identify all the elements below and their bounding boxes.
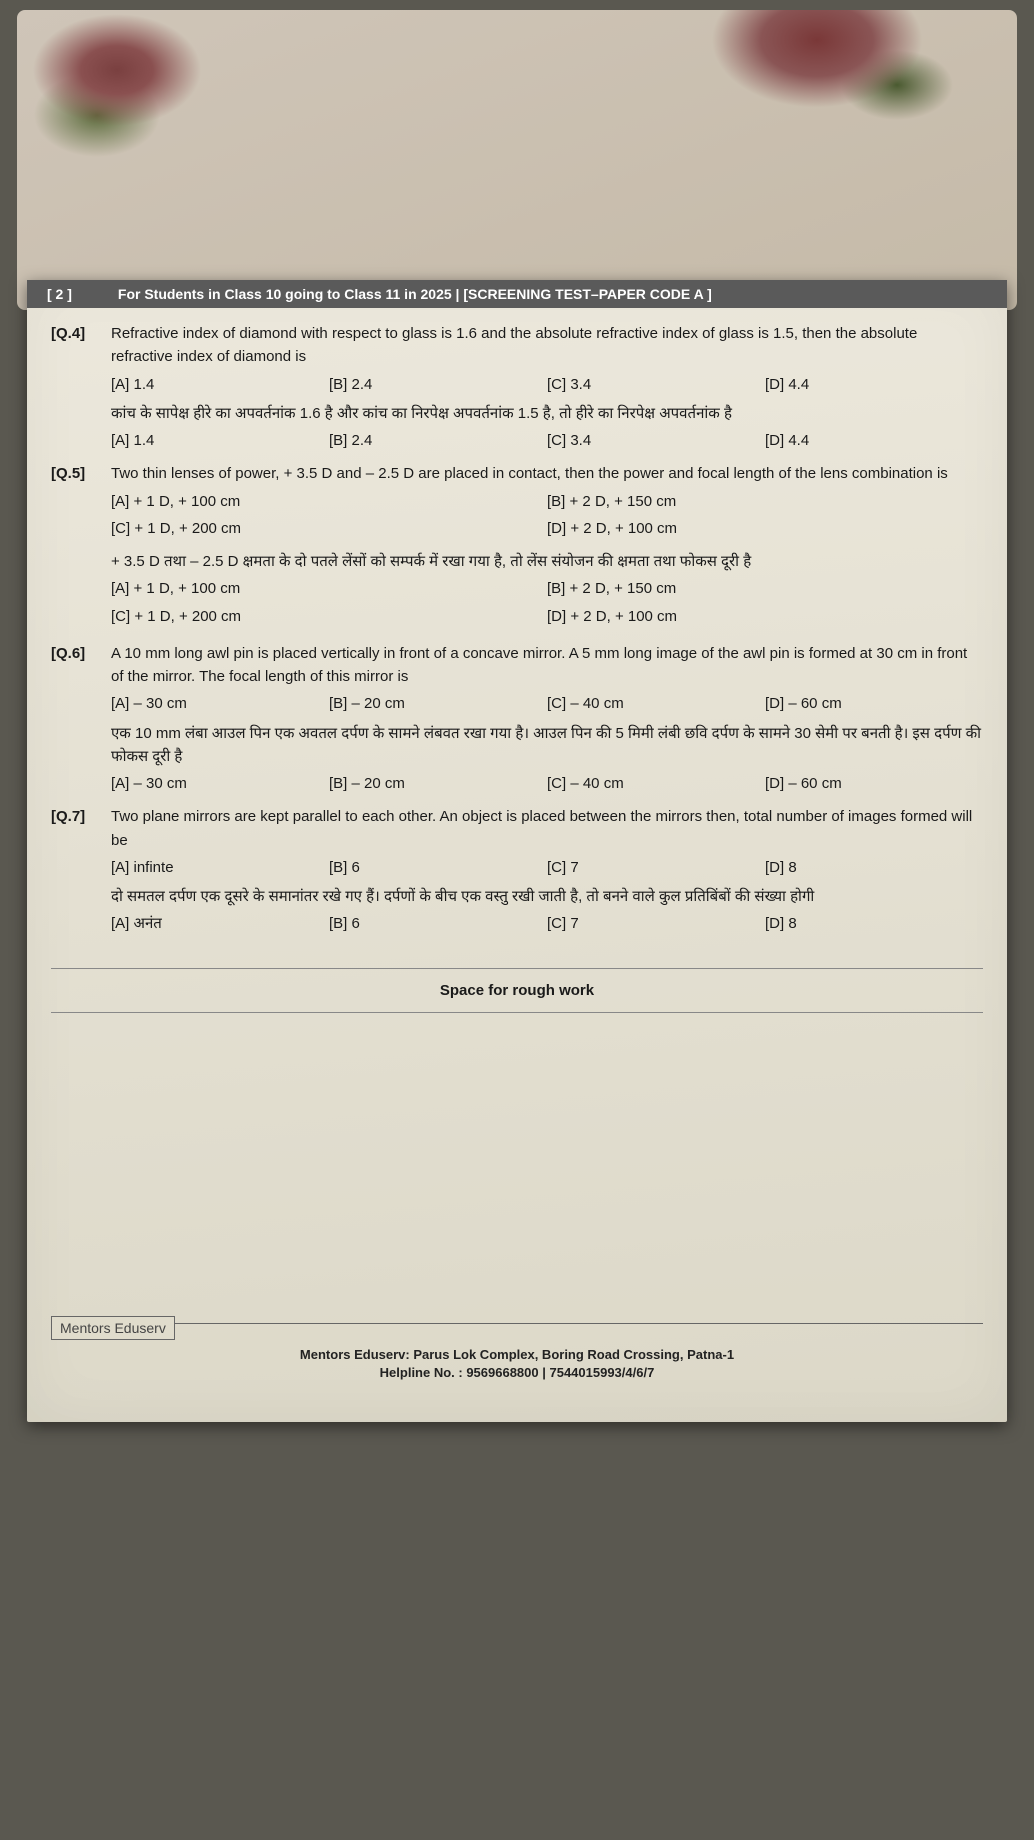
q4-en-opt-d: [D] 4.4 — [765, 373, 983, 396]
q6-hi-opt-d: [D] – 60 cm — [765, 772, 983, 795]
q7-en-opt-b: [B] 6 — [329, 856, 547, 879]
footer-address: Mentors Eduserv: Parus Lok Complex, Bori… — [51, 1346, 983, 1364]
q7-hi-opt-d: [D] 8 — [765, 912, 983, 935]
q6-en-opt-d: [D] – 60 cm — [765, 692, 983, 715]
question-7: [Q.7] Two plane mirrors are kept paralle… — [51, 805, 983, 941]
q6-hi-opt-a: [A] – 30 cm — [111, 772, 329, 795]
footer-helpline: Helpline No. : 9569668800 | 7544015993/4… — [51, 1364, 983, 1382]
q7-en-opt-d: [D] 8 — [765, 856, 983, 879]
q5-en-opt-c: [C] + 1 D, + 200 cm — [111, 517, 547, 540]
q7-hi-opt-b: [B] 6 — [329, 912, 547, 935]
q7-hi-opt-a: [A] अनंत — [111, 912, 329, 935]
questions-content: [Q.4] Refractive index of diamond with r… — [27, 308, 1007, 1293]
q4-hi-opt-c: [C] 3.4 — [547, 429, 765, 452]
header-title: For Students in Class 10 going to Class … — [118, 286, 712, 302]
q5-text-en: Two thin lenses of power, + 3.5 D and – … — [111, 462, 983, 485]
q4-en-opt-b: [B] 2.4 — [329, 373, 547, 396]
q5-hi-opt-b: [B] + 2 D, + 150 cm — [547, 577, 983, 600]
q5-en-opt-d: [D] + 2 D, + 100 cm — [547, 517, 983, 540]
q7-number: [Q.7] — [51, 805, 111, 941]
q4-number: [Q.4] — [51, 322, 111, 458]
q4-en-opt-c: [C] 3.4 — [547, 373, 765, 396]
q5-hi-opt-d: [D] + 2 D, + 100 cm — [547, 605, 983, 628]
page-footer: Mentors Eduserv Mentors Eduserv: Parus L… — [27, 1313, 1007, 1422]
q4-hi-opt-b: [B] 2.4 — [329, 429, 547, 452]
q7-en-opt-c: [C] 7 — [547, 856, 765, 879]
q5-hi-opt-a: [A] + 1 D, + 100 cm — [111, 577, 547, 600]
q5-en-opt-b: [B] + 2 D, + 150 cm — [547, 490, 983, 513]
q4-text-en: Refractive index of diamond with respect… — [111, 322, 983, 369]
page-header: [ 2 ] For Students in Class 10 going to … — [27, 280, 1007, 308]
q4-hi-opt-a: [A] 1.4 — [111, 429, 329, 452]
q7-text-en: Two plane mirrors are kept parallel to e… — [111, 805, 983, 852]
footer-logo: Mentors Eduserv — [51, 1316, 175, 1340]
q7-text-hi: दो समतल दर्पण एक दूसरे के समानांतर रखे ग… — [111, 885, 983, 908]
q6-text-en: A 10 mm long awl pin is placed verticall… — [111, 642, 983, 689]
q6-en-opt-c: [C] – 40 cm — [547, 692, 765, 715]
q4-hi-opt-d: [D] 4.4 — [765, 429, 983, 452]
page-number: [ 2 ] — [41, 286, 78, 302]
decorative-background — [17, 10, 1017, 310]
q6-en-opt-a: [A] – 30 cm — [111, 692, 329, 715]
q5-number: [Q.5] — [51, 462, 111, 638]
q7-en-opt-a: [A] infinte — [111, 856, 329, 879]
q6-en-opt-b: [B] – 20 cm — [329, 692, 547, 715]
q5-en-opt-a: [A] + 1 D, + 100 cm — [111, 490, 547, 513]
question-5: [Q.5] Two thin lenses of power, + 3.5 D … — [51, 462, 983, 638]
rough-work-label: Space for rough work — [51, 968, 983, 1013]
exam-paper: [ 2 ] For Students in Class 10 going to … — [27, 280, 1007, 1422]
q6-hi-opt-b: [B] – 20 cm — [329, 772, 547, 795]
q4-en-opt-a: [A] 1.4 — [111, 373, 329, 396]
q5-hi-opt-c: [C] + 1 D, + 200 cm — [111, 605, 547, 628]
q5-text-hi: + 3.5 D तथा – 2.5 D क्षमता के दो पतले ले… — [111, 550, 983, 573]
q6-number: [Q.6] — [51, 642, 111, 802]
q4-text-hi: कांच के सापेक्ष हीरे का अपवर्तनांक 1.6 ह… — [111, 402, 983, 425]
q7-hi-opt-c: [C] 7 — [547, 912, 765, 935]
question-4: [Q.4] Refractive index of diamond with r… — [51, 322, 983, 458]
q6-hi-opt-c: [C] – 40 cm — [547, 772, 765, 795]
q6-text-hi: एक 10 mm लंबा आउल पिन एक अवतल दर्पण के स… — [111, 722, 983, 769]
question-6: [Q.6] A 10 mm long awl pin is placed ver… — [51, 642, 983, 802]
